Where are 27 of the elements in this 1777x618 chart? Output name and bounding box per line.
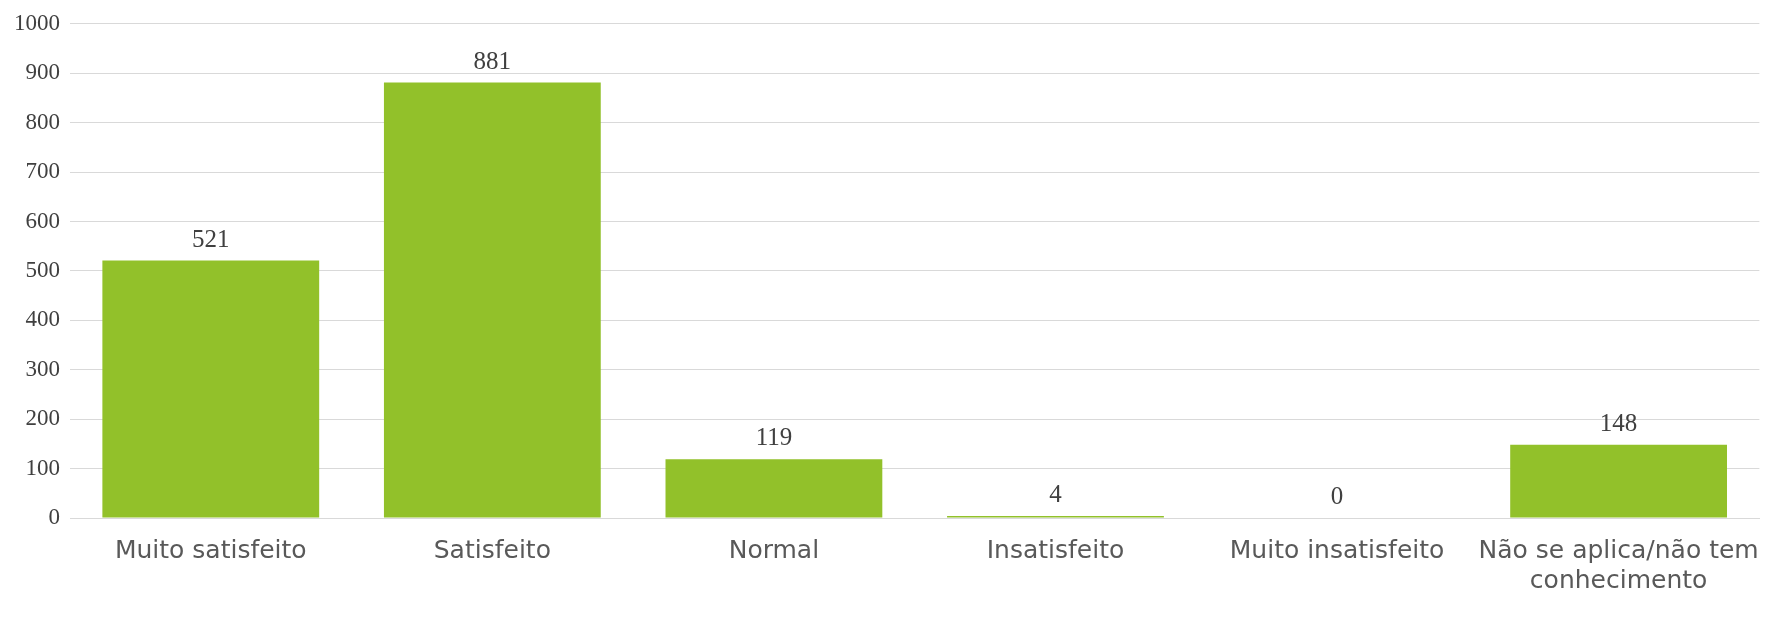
data-label: 119 (755, 423, 793, 451)
bar (1510, 444, 1728, 518)
x-tick-label: Insatisfeito (986, 534, 1125, 564)
y-tick-label: 900 (25, 59, 60, 85)
y-tick-label: 100 (25, 454, 60, 480)
y-tick-label: 400 (25, 306, 60, 332)
y-tick-label: 1000 (14, 9, 60, 35)
x-tick-label: Muito satisfeito (114, 534, 307, 564)
y-tick-label: 300 (25, 355, 60, 381)
y-tick-label: 700 (25, 158, 60, 184)
y-tick-label: 200 (25, 405, 60, 431)
data-label: 4 (1049, 480, 1063, 508)
data-label: 521 (192, 224, 230, 252)
data-label: 0 (1330, 482, 1344, 510)
bar (665, 459, 883, 518)
y-tick-label: 0 (48, 504, 60, 530)
y-tick-label: 600 (25, 207, 60, 233)
x-tick-label: Muito insatisfeito (1229, 534, 1445, 564)
x-tick-label: Não se aplica/não tem conhecimento (1478, 534, 1759, 594)
y-tick-label: 800 (25, 108, 60, 134)
x-tick-label: Normal (728, 534, 820, 564)
bar (102, 260, 320, 518)
x-tick-label: Satisfeito (433, 534, 551, 564)
data-label: 881 (473, 46, 512, 74)
bar (383, 82, 601, 518)
data-label: 148 (1599, 408, 1638, 436)
y-tick-label: 500 (25, 256, 60, 282)
